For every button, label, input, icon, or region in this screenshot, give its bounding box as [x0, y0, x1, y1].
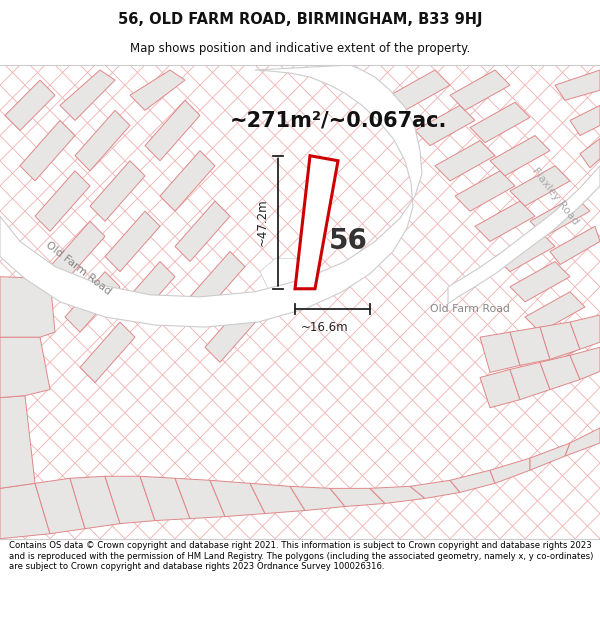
Text: 56, OLD FARM ROAD, BIRMINGHAM, B33 9HJ: 56, OLD FARM ROAD, BIRMINGHAM, B33 9HJ: [118, 12, 482, 27]
Polygon shape: [290, 486, 345, 511]
Polygon shape: [540, 322, 580, 359]
Polygon shape: [105, 476, 155, 524]
Polygon shape: [510, 261, 570, 302]
Polygon shape: [570, 106, 600, 136]
Polygon shape: [330, 488, 385, 506]
Polygon shape: [0, 396, 35, 488]
Polygon shape: [370, 486, 425, 504]
Polygon shape: [0, 277, 55, 337]
Polygon shape: [60, 70, 115, 121]
Polygon shape: [250, 483, 305, 514]
Polygon shape: [530, 196, 590, 236]
Polygon shape: [435, 141, 495, 181]
Polygon shape: [570, 315, 600, 349]
Polygon shape: [470, 102, 530, 142]
Polygon shape: [50, 221, 105, 282]
Polygon shape: [175, 201, 230, 261]
Polygon shape: [0, 483, 50, 539]
Text: Old Farm Road: Old Farm Road: [43, 240, 113, 297]
Text: ~16.6m: ~16.6m: [301, 321, 349, 334]
Polygon shape: [415, 106, 475, 146]
Polygon shape: [525, 292, 585, 332]
Polygon shape: [90, 161, 145, 221]
Polygon shape: [555, 70, 600, 100]
Polygon shape: [565, 428, 600, 456]
Polygon shape: [75, 111, 130, 171]
Polygon shape: [510, 362, 550, 399]
Polygon shape: [260, 259, 310, 295]
Polygon shape: [448, 166, 600, 304]
Polygon shape: [580, 139, 600, 168]
Polygon shape: [490, 458, 530, 483]
Polygon shape: [70, 476, 120, 529]
Polygon shape: [390, 70, 450, 111]
Polygon shape: [295, 156, 338, 289]
Polygon shape: [480, 369, 520, 408]
Polygon shape: [35, 171, 90, 231]
Text: 56: 56: [329, 228, 367, 256]
Polygon shape: [490, 136, 550, 176]
Polygon shape: [480, 332, 520, 372]
Polygon shape: [450, 470, 495, 492]
Polygon shape: [105, 211, 160, 272]
Polygon shape: [140, 476, 190, 521]
Polygon shape: [190, 251, 245, 312]
Polygon shape: [0, 337, 50, 398]
Text: Map shows position and indicative extent of the property.: Map shows position and indicative extent…: [130, 42, 470, 55]
Polygon shape: [160, 151, 215, 211]
Polygon shape: [205, 302, 260, 362]
Text: ~47.2m: ~47.2m: [256, 198, 269, 246]
Polygon shape: [20, 121, 75, 181]
Polygon shape: [210, 480, 265, 517]
Polygon shape: [550, 226, 600, 264]
Polygon shape: [510, 327, 550, 366]
Polygon shape: [145, 100, 200, 161]
Text: Old Farm Road: Old Farm Road: [430, 304, 510, 314]
Text: ~271m²/~0.067ac.: ~271m²/~0.067ac.: [230, 111, 448, 131]
Polygon shape: [495, 231, 555, 272]
Polygon shape: [0, 65, 422, 327]
Polygon shape: [570, 348, 600, 379]
Polygon shape: [5, 80, 55, 131]
Polygon shape: [35, 478, 85, 534]
Polygon shape: [540, 322, 600, 362]
Text: Contains OS data © Crown copyright and database right 2021. This information is : Contains OS data © Crown copyright and d…: [9, 541, 593, 571]
Polygon shape: [510, 166, 570, 206]
Polygon shape: [410, 480, 460, 498]
Polygon shape: [475, 201, 535, 241]
Polygon shape: [455, 171, 515, 211]
Polygon shape: [540, 355, 580, 389]
Text: Flaxley Road: Flaxley Road: [530, 166, 580, 226]
Polygon shape: [130, 70, 185, 111]
Polygon shape: [80, 322, 135, 382]
Polygon shape: [120, 261, 175, 322]
Polygon shape: [450, 70, 510, 111]
Polygon shape: [175, 478, 225, 519]
Polygon shape: [65, 272, 120, 332]
Polygon shape: [530, 443, 570, 470]
